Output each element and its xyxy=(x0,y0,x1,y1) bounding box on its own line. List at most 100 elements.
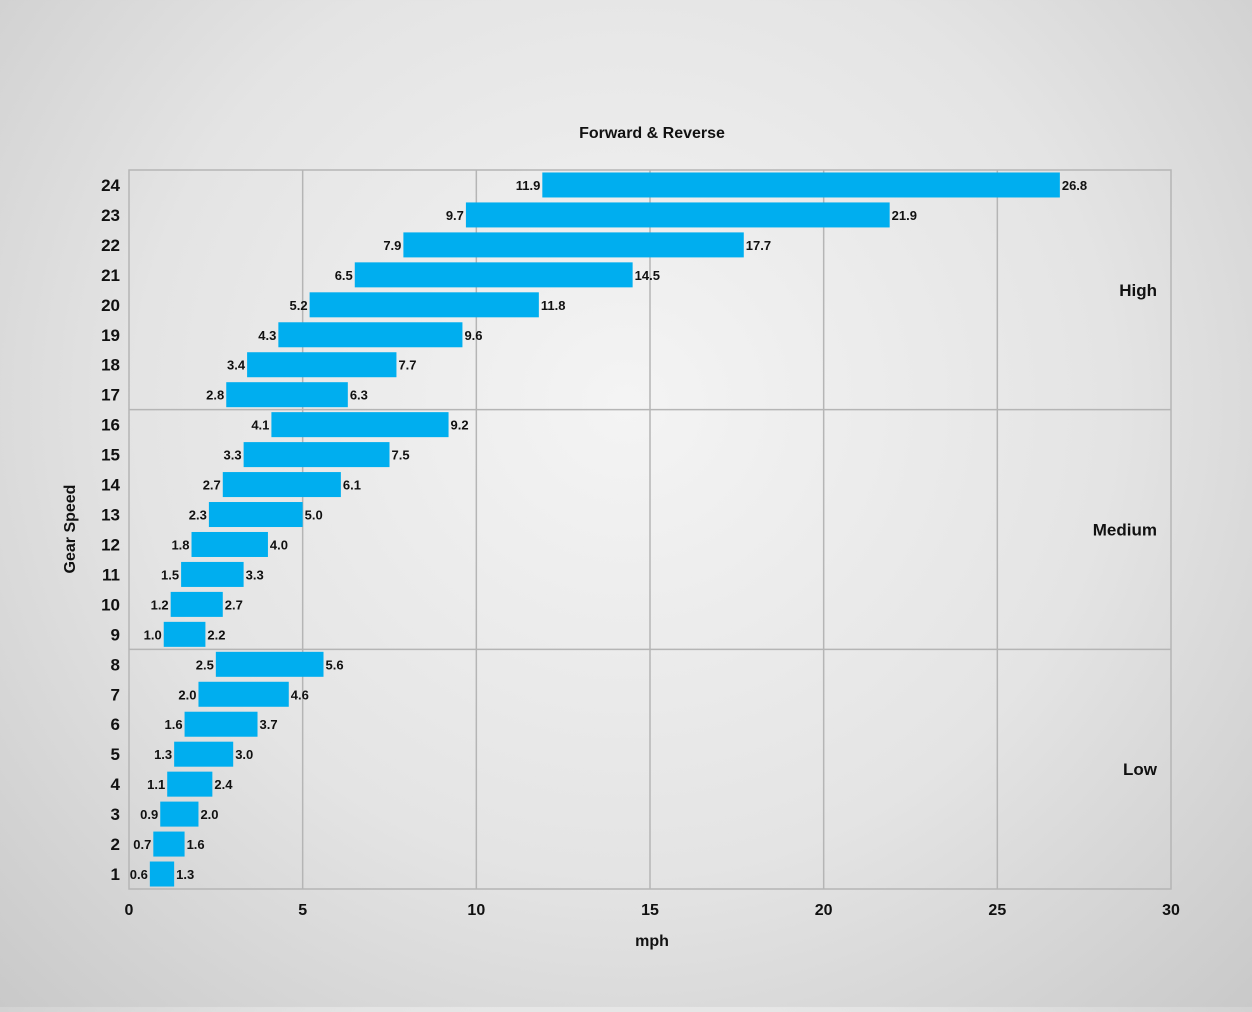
bar-gear-19 xyxy=(278,322,463,348)
bar-end-label: 14.5 xyxy=(635,268,660,283)
bar-end-label: 3.3 xyxy=(246,567,264,582)
x-tick-label: 20 xyxy=(815,902,833,919)
bar-gear-1 xyxy=(149,861,175,887)
bar-gear-18 xyxy=(247,352,397,378)
y-tick-label: 17 xyxy=(101,386,120,405)
group-label-high: High xyxy=(1119,281,1157,300)
bar-start-label: 1.6 xyxy=(164,717,182,732)
bar-end-label: 3.7 xyxy=(260,717,278,732)
bar-end-label: 6.3 xyxy=(350,388,368,403)
x-tick-label: 0 xyxy=(125,902,134,919)
bar-gear-13 xyxy=(208,502,303,528)
y-tick-label: 24 xyxy=(101,176,120,195)
bar-end-label: 5.0 xyxy=(305,508,323,523)
y-tick-label: 4 xyxy=(111,775,121,794)
bar-gear-22 xyxy=(403,232,744,258)
bar-start-label: 3.4 xyxy=(227,358,246,373)
y-tick-label: 20 xyxy=(101,296,120,315)
bar-end-label: 2.4 xyxy=(214,777,233,792)
bar-end-label: 26.8 xyxy=(1062,178,1087,193)
y-tick-label: 3 xyxy=(111,805,120,824)
y-axis-label: Gear Speed xyxy=(62,485,79,574)
y-tick-label: 11 xyxy=(102,565,120,584)
y-tick-label: 19 xyxy=(101,326,120,345)
bar-start-label: 1.0 xyxy=(144,627,162,642)
x-tick-label: 5 xyxy=(298,902,307,919)
bar-gear-20 xyxy=(309,292,539,318)
bar-start-label: 4.1 xyxy=(251,418,269,433)
data-labels: 0.6 1.3 0.7 1.6 0.9 2.0 1.1 2.4 1.3 3.0 1.6 3.7 2.0 4… xyxy=(130,178,1087,882)
bar-start-label: 9.7 xyxy=(446,208,464,223)
bar-gear-7 xyxy=(198,681,289,707)
bar-end-label: 7.7 xyxy=(398,358,416,373)
bar-gear-17 xyxy=(226,382,348,408)
bar-start-label: 7.9 xyxy=(383,238,401,253)
bar-end-label: 21.9 xyxy=(892,208,917,223)
x-tick-label: 25 xyxy=(988,902,1006,919)
bar-gear-8 xyxy=(215,651,324,677)
bar-end-label: 1.6 xyxy=(187,837,205,852)
bar-start-label: 1.2 xyxy=(151,597,169,612)
bar-start-label: 0.6 xyxy=(130,867,148,882)
bar-gear-3 xyxy=(160,801,199,827)
bar-end-label: 17.7 xyxy=(746,238,771,253)
chart-title: Forward & Reverse xyxy=(579,125,725,142)
bar-start-label: 11.9 xyxy=(516,178,541,193)
bar-gear-14 xyxy=(222,472,341,498)
bar-start-label: 5.2 xyxy=(290,298,308,313)
bar-start-label: 1.3 xyxy=(154,747,172,762)
bar-end-label: 2.0 xyxy=(200,807,218,822)
bar-start-label: 6.5 xyxy=(335,268,353,283)
bar-end-label: 4.6 xyxy=(291,687,309,702)
bar-gear-11 xyxy=(181,561,244,587)
bar-gear-6 xyxy=(184,711,258,737)
y-tick-label: 22 xyxy=(101,236,120,255)
bar-end-label: 11.8 xyxy=(541,298,566,313)
group-label-medium: Medium xyxy=(1093,521,1157,540)
y-tick-label: 6 xyxy=(111,715,120,734)
y-tick-label: 14 xyxy=(101,476,120,495)
bar-end-label: 7.5 xyxy=(392,448,410,463)
bar-end-label: 9.2 xyxy=(451,418,469,433)
bar-end-label: 6.1 xyxy=(343,478,361,493)
y-tick-label: 9 xyxy=(111,625,120,644)
y-tick-label: 8 xyxy=(111,655,120,674)
grid-lines xyxy=(128,169,1172,890)
bar-end-label: 2.7 xyxy=(225,597,243,612)
bar-start-label: 2.7 xyxy=(203,478,221,493)
x-tick-label: 15 xyxy=(641,902,659,919)
bar-gear-24 xyxy=(542,172,1060,198)
group-labels: Low Medium High xyxy=(1093,281,1158,779)
bar-start-label: 2.0 xyxy=(178,687,196,702)
bar-start-label: 0.7 xyxy=(133,837,151,852)
bar-start-label: 0.9 xyxy=(140,807,158,822)
bar-gear-15 xyxy=(243,442,390,468)
y-tick-label: 18 xyxy=(101,356,120,375)
y-tick-label: 12 xyxy=(101,535,120,554)
bar-end-label: 5.6 xyxy=(326,657,344,672)
x-tick-label: 30 xyxy=(1162,902,1180,919)
y-tick-label: 10 xyxy=(101,595,120,614)
bar-gear-10 xyxy=(170,591,223,617)
bar-start-label: 1.5 xyxy=(161,567,179,582)
bar-gear-16 xyxy=(271,412,449,438)
bar-start-label: 1.8 xyxy=(171,537,189,552)
bar-series xyxy=(149,172,1060,887)
bar-end-label: 9.6 xyxy=(464,328,482,343)
y-tick-label: 1 xyxy=(111,865,120,884)
bar-gear-23 xyxy=(465,202,890,228)
y-tick-label: 23 xyxy=(101,206,120,225)
bar-end-label: 1.3 xyxy=(176,867,194,882)
y-tick-label: 7 xyxy=(111,685,120,704)
bar-end-label: 3.0 xyxy=(235,747,253,762)
bar-gear-21 xyxy=(354,262,633,288)
bar-start-label: 4.3 xyxy=(258,328,276,343)
x-tick-label: 10 xyxy=(467,902,485,919)
bar-gear-9 xyxy=(163,621,206,647)
bar-start-label: 3.3 xyxy=(224,448,242,463)
bar-start-label: 2.3 xyxy=(189,508,207,523)
y-tick-label: 21 xyxy=(101,266,120,285)
axis-ticks: 0 5 10 15 20 25 301234567891011121314151617181… xyxy=(101,176,1180,919)
bar-start-label: 1.1 xyxy=(147,777,165,792)
